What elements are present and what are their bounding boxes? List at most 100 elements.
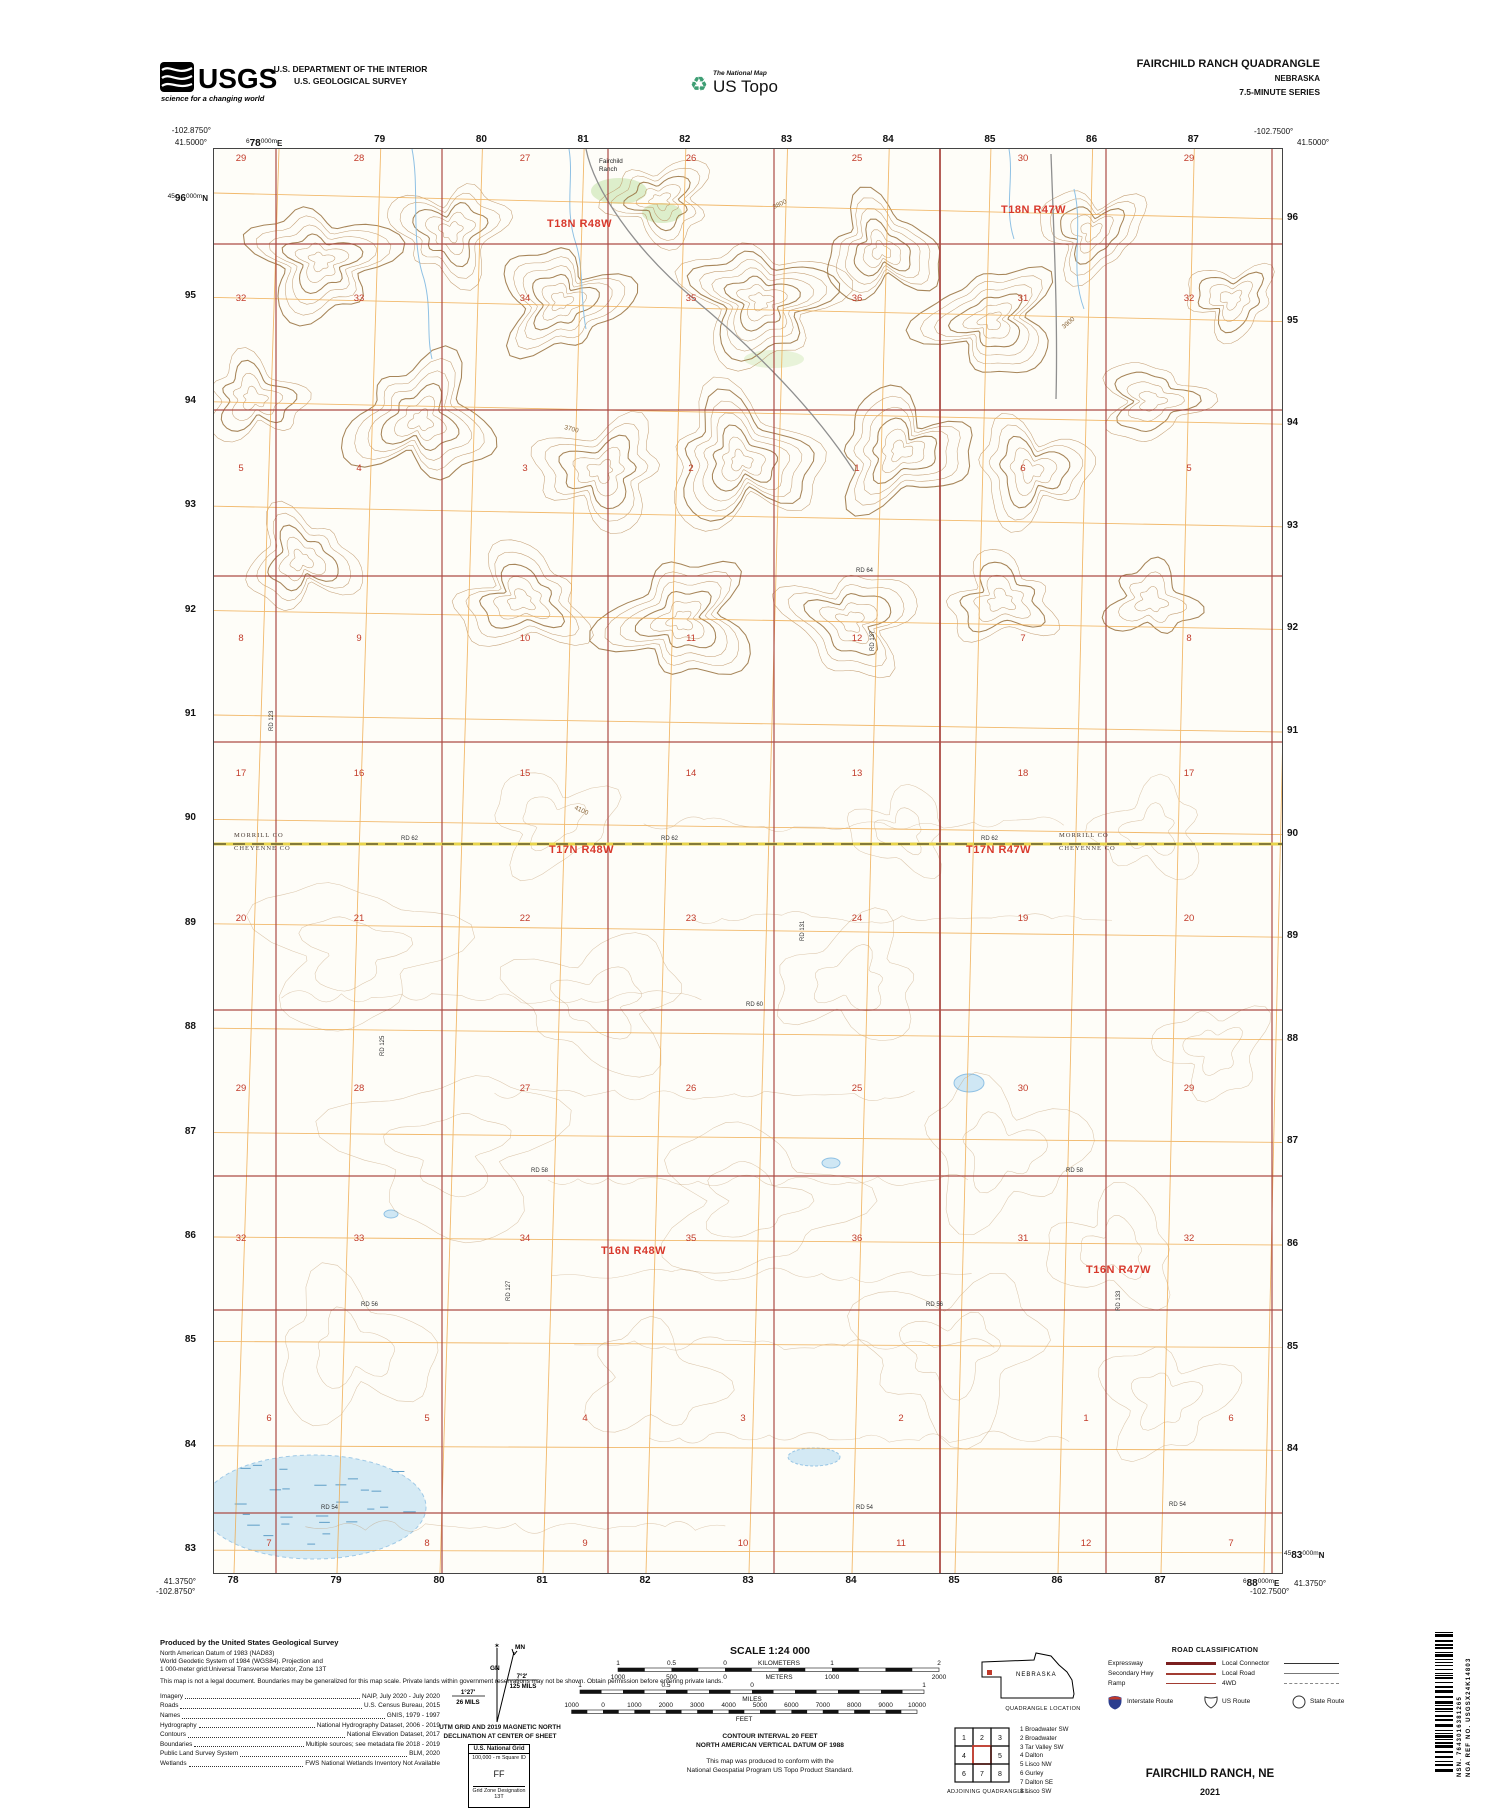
section-number: 25 (852, 153, 863, 164)
adjoining-quad-name: 1 Broadwater SW (1020, 1726, 1069, 1733)
place-label: Ranch (599, 166, 618, 173)
road-label: RD 54 (321, 1505, 339, 1511)
credits-source-row: Public Land Survey System BLM, 2020 (160, 1749, 440, 1759)
grid-tick-left: 84 (184, 1438, 196, 1450)
adjoining-quad-name: 7 Dalton SE (1020, 1778, 1054, 1786)
usng-square-id: FF (493, 1769, 505, 1779)
road-label-vertical: RD 133 (1116, 1290, 1122, 1311)
quad-location-caption: QUADRANGLE LOCATION (1005, 1706, 1081, 1712)
grid-tick-right: 92 (1287, 622, 1299, 634)
grid-tick-left: 90 (184, 812, 196, 824)
standard-note2: National Geospatial Program US Topo Prod… (686, 1767, 854, 1774)
grid-tick-left: 95 (184, 290, 196, 302)
legend-row: 4WD (1222, 1680, 1347, 1687)
road-label: RD 62 (661, 836, 679, 842)
utm-label-top-first: 678000mE (246, 138, 283, 149)
road-label: RD 62 (981, 836, 999, 842)
map-frame: 29 28 27 26 25 30 29 32 33 34 35 36 31 32 5 4 3 2 1 6 5 8 9 10 1… (201, 148, 1297, 1574)
section-number: 9 (582, 1538, 587, 1549)
utm-grid (213, 148, 1297, 1574)
section-number: 29 (1184, 1083, 1195, 1094)
corner-coord-top-left-lat: 41.5000° (174, 138, 207, 147)
adjoining-list: 1 Broadwater SW 2 Broadwater 3 Tar Valley … (1020, 1726, 1130, 1796)
legend-label: Local Connector (1222, 1660, 1270, 1667)
road-label-vertical: RD 131 (800, 920, 806, 941)
grid-tick-right: 89 (1287, 930, 1299, 942)
adjoining-cell: 7 (980, 1771, 984, 1778)
section-number: 7 (1228, 1538, 1233, 1549)
source-value: GNIS, 1979 - 1997 (386, 1711, 440, 1719)
grid-tick-left: 88 (184, 1021, 196, 1033)
county-label-bottom: CHEYENNE CO (234, 845, 291, 852)
road-label: RD 58 (1066, 1168, 1084, 1174)
grid-tick-left: 83 (184, 1543, 196, 1555)
adjoining-grid: 1 2 3 4 5 6 7 8 (953, 1726, 1013, 1786)
source-value: U.S. Census Bureau, 2015 (363, 1702, 440, 1710)
section-number: 18 (1018, 768, 1029, 779)
scale-tick-label: 1000 (627, 1702, 642, 1709)
section-number: 30 (1018, 153, 1029, 164)
section-number: 4 (356, 463, 361, 474)
barcode-nsn: NSN. 7643016381265 (1457, 1696, 1463, 1777)
scale-tick-label: 1 (922, 1682, 926, 1689)
road-label: RD 64 (856, 568, 874, 574)
place-label: Fairchild (599, 158, 623, 165)
grid-tick-left: 87 (184, 1125, 196, 1137)
source-label: Wetlands (160, 1759, 187, 1767)
scale-tick-label: 1000 (611, 1674, 626, 1681)
section-number: 9 (356, 633, 361, 644)
declination-star-icon: ✶ (494, 1642, 500, 1650)
credits-source-row: Names GNIS, 1979 - 1997 (160, 1711, 440, 1721)
legend-label: Secondary Hwy (1108, 1670, 1154, 1677)
us-route-shield-icon (1204, 1696, 1218, 1709)
legend-label: Ramp (1108, 1680, 1126, 1687)
scale-tick-label: 6000 (784, 1702, 799, 1709)
scale-tick-label: 2000 (932, 1674, 947, 1681)
ustopo-brand: US Topo (713, 77, 778, 96)
map-paper (214, 149, 1282, 1573)
legend-line-sample (1166, 1683, 1216, 1684)
adjoining-quad-name: 8 Lisco SW (1020, 1787, 1052, 1795)
section-number: 29 (1184, 153, 1195, 164)
scale-tick-label: 1 (616, 1660, 620, 1667)
grid-tick-top: 85 (984, 134, 996, 145)
state-route-icon (1292, 1695, 1306, 1709)
adjoining-quad-name: 6 Gurley (1020, 1769, 1044, 1777)
road-label: RD 56 (361, 1302, 379, 1308)
grid-tick-bottom: 86 (1051, 1575, 1063, 1586)
credits-block: Produced by the United States Geological… (160, 1638, 723, 1769)
adjoining-cell: 8 (998, 1771, 1002, 1778)
source-label: Hydrography (160, 1721, 197, 1729)
section-number: 26 (686, 153, 697, 164)
corner-coord-bottom-left-lat: 41.3750° (163, 1577, 196, 1586)
scale-tick-label: 1 (578, 1682, 582, 1689)
ponds (383, 1073, 985, 1219)
credits-source-row: Contours National Elevation Dataset, 2017 (160, 1730, 440, 1740)
section-number: 32 (1184, 293, 1195, 304)
section-number: 29 (236, 153, 247, 164)
local-roads (585, 148, 1058, 472)
township-label: T17N R47W (966, 844, 1031, 856)
marsh-area (201, 1447, 841, 1560)
adjoining-quad-name: 4 Dalton (1020, 1752, 1044, 1760)
adjoining-quad-name: 3 Tar Valley SW (1020, 1743, 1064, 1751)
credits-source-row: Imagery NAIP, July 2020 - July 2020 (160, 1692, 440, 1702)
section-number: 33 (354, 1233, 365, 1244)
road-label-vertical: RD 123 (269, 710, 275, 731)
scale-tick-label: 1000 (825, 1674, 840, 1681)
barcode-nga: NGA REF NO. USGSX24K14803 (1466, 1658, 1472, 1777)
usgs-logo: USGS science for a changing world (160, 60, 350, 104)
legend-line-sample (1284, 1663, 1339, 1664)
scale-tick-label: 7000 (816, 1702, 831, 1709)
grid-tick-right: 95 (1287, 314, 1299, 326)
township-label: T16N R47W (1086, 1264, 1151, 1276)
corner-coord-bottom-right-lon: -102.7500° (1250, 1587, 1290, 1596)
scale-tick-label: 2000 (659, 1702, 674, 1709)
corner-coord-bottom-right-lat: 41.3750° (1294, 1579, 1327, 1588)
us-route-label: US Route (1222, 1698, 1251, 1705)
section-number: 28 (354, 1083, 365, 1094)
road-label-vertical: RD 127 (506, 1280, 512, 1301)
section-number: 20 (236, 913, 247, 924)
grid-tick-right: 94 (1287, 417, 1299, 429)
